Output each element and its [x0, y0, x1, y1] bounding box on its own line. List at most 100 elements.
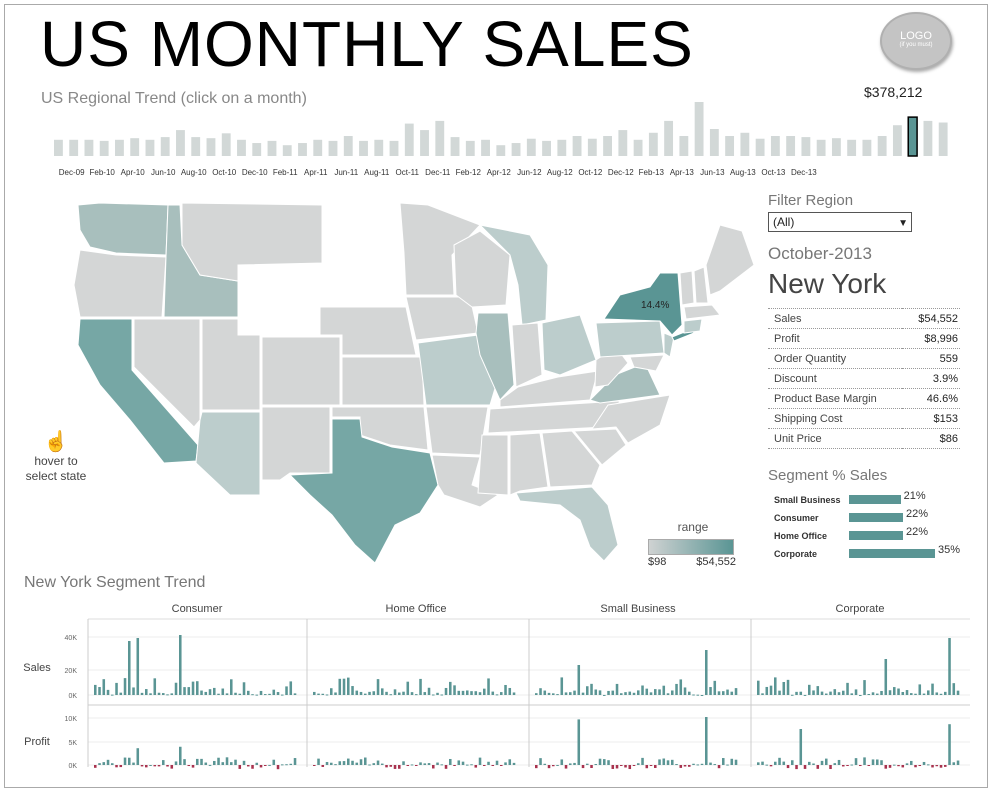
state-wa[interactable]: [77, 202, 169, 256]
segment-row[interactable]: Home Office 22%: [768, 526, 968, 544]
trend-bar[interactable]: [664, 120, 674, 156]
trend-bar[interactable]: [618, 130, 628, 156]
state-ga[interactable]: [541, 430, 601, 488]
trend-bar[interactable]: [938, 122, 948, 156]
trend-bar[interactable]: [221, 133, 231, 156]
trend-bar[interactable]: [191, 137, 201, 156]
state-sd[interactable]: [321, 254, 405, 306]
state-in[interactable]: [511, 322, 543, 388]
state-vt[interactable]: [679, 270, 695, 306]
trend-bar[interactable]: [313, 139, 323, 156]
trend-bar[interactable]: [633, 139, 643, 156]
state-nd[interactable]: [323, 204, 403, 254]
trend-bar[interactable]: [237, 139, 246, 156]
state-ok[interactable]: [331, 406, 429, 451]
state-mo[interactable]: [417, 334, 497, 406]
state-md[interactable]: [629, 354, 665, 372]
state-mn[interactable]: [399, 202, 481, 296]
trend-bar[interactable]: [145, 139, 155, 156]
regional-trend-chart[interactable]: Dec-09 Feb-10 Apr-10 Jun-10 Aug-10 Oct-10 Dec-…: [30, 100, 970, 184]
trend-bar[interactable]: [770, 136, 780, 156]
trend-bar[interactable]: [831, 138, 841, 156]
state-pa[interactable]: [595, 320, 665, 358]
trend-bar[interactable]: [603, 136, 612, 156]
trend-bar[interactable]: [99, 140, 109, 156]
trend-bar[interactable]: [130, 138, 140, 156]
segment-row[interactable]: Corporate 35%: [768, 544, 968, 562]
state-ne[interactable]: [319, 306, 417, 356]
trend-bar[interactable]: [450, 137, 460, 156]
state-ma[interactable]: [683, 304, 721, 320]
state-me[interactable]: [705, 224, 755, 296]
trend-bar[interactable]: [755, 138, 765, 156]
trend-bar[interactable]: [847, 139, 857, 156]
trend-bar[interactable]: [542, 140, 551, 156]
trend-bar[interactable]: [892, 125, 902, 156]
trend-bar[interactable]: [740, 132, 750, 156]
state-ms[interactable]: [477, 434, 509, 496]
trend-bar[interactable]: [526, 138, 536, 156]
trend-bar[interactable]: [709, 129, 719, 156]
state-tx[interactable]: [288, 418, 439, 564]
state-ca[interactable]: [77, 318, 199, 464]
state-sc[interactable]: [572, 428, 627, 466]
trend-bar[interactable]: [298, 143, 307, 156]
trend-bar[interactable]: [252, 143, 262, 156]
trend-bar[interactable]: [725, 136, 735, 156]
state-nh[interactable]: [693, 266, 709, 304]
trend-bar[interactable]: [511, 143, 521, 156]
state-fl[interactable]: [515, 486, 619, 562]
state-ny[interactable]: [603, 272, 683, 336]
trend-bar[interactable]: [816, 139, 826, 156]
state-nj[interactable]: [663, 332, 675, 358]
state-wi[interactable]: [453, 230, 511, 308]
trend-bar[interactable]: [282, 145, 292, 156]
trend-bar[interactable]: [389, 140, 399, 156]
filter-region-select[interactable]: (All) ▼: [768, 212, 912, 232]
state-ar[interactable]: [425, 406, 489, 456]
trend-bar[interactable]: [160, 137, 170, 156]
state-ct[interactable]: [683, 318, 703, 334]
state-nm[interactable]: [261, 406, 331, 481]
state-or[interactable]: [73, 249, 167, 318]
state-ut[interactable]: [201, 318, 261, 411]
state-ky[interactable]: [499, 370, 599, 408]
us-state-map[interactable]: 14.4%: [60, 195, 760, 573]
trend-bar[interactable]: [648, 132, 658, 156]
trend-bar[interactable]: [786, 136, 796, 156]
trend-bar[interactable]: [801, 137, 811, 156]
state-wy[interactable]: [237, 266, 323, 334]
state-nc[interactable]: [591, 394, 671, 444]
trend-bar[interactable]: [557, 139, 567, 156]
trend-bar[interactable]: [923, 120, 933, 156]
trend-bar[interactable]: [328, 140, 338, 156]
trend-bar[interactable]: [69, 139, 79, 156]
trend-bar[interactable]: [84, 139, 94, 156]
trend-bar[interactable]: [907, 116, 918, 157]
trend-bar[interactable]: [359, 140, 368, 156]
trend-bar[interactable]: [679, 136, 689, 156]
state-ks[interactable]: [341, 356, 425, 406]
state-al[interactable]: [509, 432, 549, 496]
trend-bar[interactable]: [587, 138, 597, 156]
segment-trend-chart[interactable]: Consumer Home Office Small Business Corpora…: [0, 595, 990, 785]
trend-bar[interactable]: [343, 136, 353, 156]
state-co[interactable]: [261, 336, 341, 406]
trend-bar[interactable]: [694, 102, 704, 156]
trend-bar[interactable]: [115, 139, 124, 156]
state-mi[interactable]: [478, 224, 549, 326]
state-az[interactable]: [195, 411, 261, 496]
trend-bar[interactable]: [267, 140, 277, 156]
trend-bar[interactable]: [862, 139, 872, 156]
trend-bar[interactable]: [435, 120, 445, 156]
trend-bar[interactable]: [374, 139, 384, 156]
trend-bar[interactable]: [465, 140, 475, 156]
segment-row[interactable]: Consumer 22%: [768, 508, 968, 526]
trend-bar[interactable]: [54, 139, 63, 156]
state-nv[interactable]: [133, 318, 201, 428]
state-la[interactable]: [431, 454, 500, 508]
trend-bar[interactable]: [481, 139, 490, 156]
trend-bar[interactable]: [572, 136, 582, 156]
trend-bar[interactable]: [877, 136, 887, 156]
trend-bar[interactable]: [404, 123, 414, 156]
